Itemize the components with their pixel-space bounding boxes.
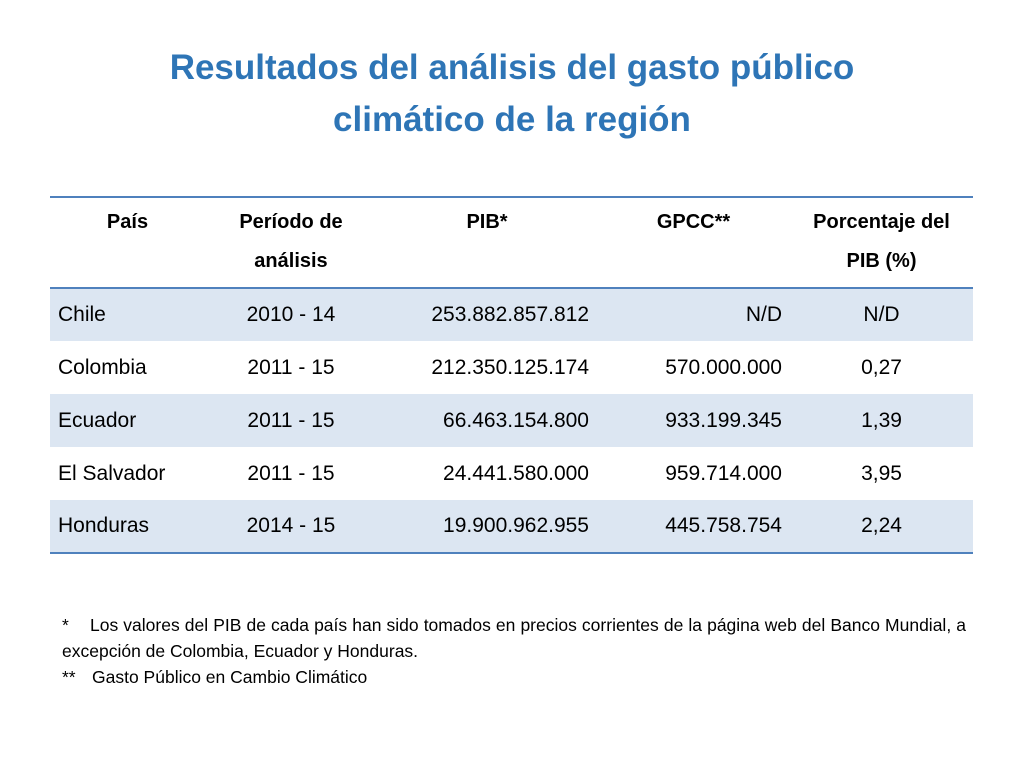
cell-pib: 66.463.154.800: [443, 408, 589, 432]
slide-title: Resultados del análisis del gasto públic…: [60, 42, 964, 146]
slide-title-line1: Resultados del análisis del gasto públic…: [169, 48, 855, 87]
cell-pib: 19.900.962.955: [443, 514, 589, 537]
footnote-gpcc-text: Gasto Público en Cambio Climático: [92, 667, 368, 687]
table-header-row: País Período de análisis PIB* GPCC** Por…: [50, 197, 973, 288]
footnote-gpcc: ** Gasto Público en Cambio Climático: [62, 664, 966, 690]
table-row: Honduras 2014 - 15 19.900.962.955 445.75…: [50, 500, 973, 553]
table-row: Ecuador 2011 - 15 66.463.154.800 933.199…: [50, 394, 973, 447]
header-periodo: Período de análisis: [205, 197, 377, 288]
header-periodo-line2: análisis: [254, 250, 328, 272]
cell-porcentaje: 1,39: [861, 408, 902, 432]
cell-pais: Ecuador: [58, 408, 137, 432]
header-gpcc: GPCC**: [656, 211, 731, 233]
footnotes: * Los valores del PIB de cada país han si…: [62, 612, 966, 690]
cell-periodo: 2014 - 15: [246, 514, 336, 537]
slide-title-line2: climático de la región: [333, 100, 691, 139]
results-table: País Período de análisis PIB* GPCC** Por…: [50, 196, 973, 554]
table-row: Colombia 2011 - 15 212.350.125.174 570.0…: [50, 341, 973, 394]
cell-porcentaje: 0,27: [861, 355, 902, 379]
cell-gpcc: 445.758.754: [665, 514, 782, 537]
cell-pib: 253.882.857.812: [431, 303, 589, 326]
cell-periodo: 2011 - 15: [247, 408, 335, 432]
footnote-pib-text: Los valores del PIB de cada país han sid…: [62, 615, 966, 661]
header-periodo-line1: Período de: [239, 211, 343, 233]
footnote-pib: * Los valores del PIB de cada país han si…: [62, 612, 966, 664]
cell-porcentaje: N/D: [863, 303, 900, 326]
header-porcentaje: Porcentaje del PIB (%): [790, 197, 973, 288]
cell-gpcc: 959.714.000: [665, 461, 782, 485]
cell-periodo: 2011 - 15: [247, 355, 335, 379]
footnote-pib-marker: *: [62, 615, 69, 635]
cell-pib: 212.350.125.174: [431, 355, 589, 379]
cell-porcentaje: 3,95: [861, 461, 902, 485]
footnote-gpcc-marker: **: [62, 667, 76, 687]
header-pib: PIB*: [466, 211, 508, 233]
cell-gpcc: N/D: [745, 303, 782, 326]
cell-gpcc: 570.000.000: [665, 355, 782, 379]
table-row: Chile 2010 - 14 253.882.857.812 N/D N/D: [50, 288, 973, 341]
header-porcentaje-line2: PIB (%): [846, 250, 917, 272]
cell-pais: Chile: [58, 303, 106, 326]
cell-pais: Honduras: [58, 514, 150, 537]
table-row: El Salvador 2011 - 15 24.441.580.000 959…: [50, 447, 973, 500]
cell-pais: Colombia: [58, 355, 147, 379]
cell-pais: El Salvador: [58, 461, 166, 485]
header-porcentaje-line1: Porcentaje del: [813, 211, 950, 233]
cell-periodo: 2010 - 14: [246, 303, 336, 326]
header-pais: País: [106, 211, 149, 233]
cell-porcentaje: 2,24: [861, 514, 902, 537]
cell-gpcc: 933.199.345: [665, 408, 782, 432]
cell-pib: 24.441.580.000: [443, 461, 589, 485]
cell-periodo: 2011 - 15: [247, 461, 335, 485]
